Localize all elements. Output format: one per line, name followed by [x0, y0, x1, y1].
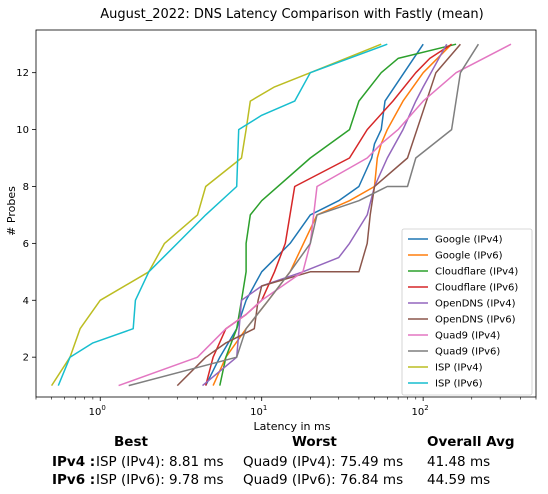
- legend-label: Quad9 (IPv6): [435, 347, 500, 358]
- series-line: [202, 43, 448, 387]
- series-line: [219, 43, 457, 386]
- y-tick-label: 10: [16, 125, 29, 136]
- x-tick-label: 102: [412, 404, 429, 418]
- x-tick-label: 100: [89, 404, 106, 418]
- chart-title: August_2022: DNS Latency Comparison with…: [100, 7, 483, 22]
- legend: Google (IPv4) Google (IPv6) Cloudflare (IP…: [401, 228, 533, 396]
- series-line: [50, 43, 382, 387]
- avg-ipv4: 41.48 ms: [427, 454, 491, 470]
- series-lines: [50, 43, 512, 387]
- x-axis-label: Latency in ms: [254, 420, 331, 432]
- worst-ipv6: Quad9 (IPv6): 76.84 ms: [243, 472, 404, 488]
- legend-label: Google (IPv4): [435, 235, 503, 246]
- series-line: [118, 43, 512, 387]
- legend-box: [401, 228, 533, 396]
- axis-ticks: 100 101 102 2 4 6 8 10 12: [16, 68, 537, 418]
- legend-label: OpenDNS (IPv6): [435, 315, 516, 326]
- avg-ipv6: 44.59 ms: [427, 472, 491, 488]
- series-line: [128, 43, 480, 387]
- worst-ipv4: Quad9 (IPv4): 75.49 ms: [243, 454, 404, 470]
- legend-label: Quad9 (IPv4): [435, 331, 500, 342]
- series-line: [176, 43, 461, 387]
- row-label-ipv6: IPv6 :: [52, 472, 96, 488]
- y-tick-label: 12: [16, 68, 29, 79]
- series-line: [205, 43, 424, 386]
- legend-label: Cloudflare (IPv4): [435, 267, 518, 278]
- row-label-ipv4: IPv4 :: [52, 454, 96, 470]
- legend-label: ISP (IPv4): [435, 363, 483, 374]
- legend-label: Cloudflare (IPv6): [435, 283, 518, 294]
- y-tick-label: 2: [23, 353, 29, 364]
- summary-table: Best Worst Overall Avg IPv4 : ISP (IPv4)…: [0, 432, 548, 494]
- x-tick-label: 101: [250, 404, 267, 418]
- series-line: [57, 43, 388, 386]
- header-avg: Overall Avg: [427, 434, 515, 450]
- header-best: Best: [114, 434, 148, 450]
- latency-chart: August_2022: DNS Latency Comparison with…: [5, 7, 537, 432]
- legend-label: OpenDNS (IPv4): [435, 299, 516, 310]
- y-tick-label: 6: [23, 239, 29, 250]
- y-axis-label: # Probes: [5, 186, 18, 236]
- y-tick-label: 8: [23, 182, 29, 193]
- header-worst: Worst: [292, 434, 337, 450]
- best-ipv4: ISP (IPv4): 8.81 ms: [96, 454, 224, 470]
- legend-label: ISP (IPv6): [435, 379, 483, 390]
- legend-label: Google (IPv6): [435, 251, 503, 262]
- best-ipv6: ISP (IPv6): 9.78 ms: [96, 472, 224, 488]
- y-tick-label: 4: [23, 296, 29, 307]
